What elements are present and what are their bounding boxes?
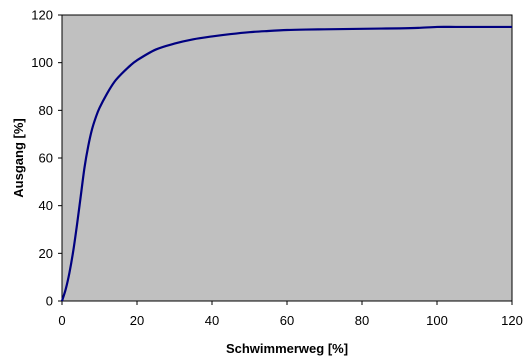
x-tick-label: 60 [280,313,294,328]
y-axis: 0 20 40 60 80 100 120 [31,8,62,309]
y-tick-label: 60 [39,151,53,166]
y-axis-title: Ausgang [%] [11,118,26,197]
y-tick-label: 120 [31,8,53,23]
x-tick-label: 100 [426,313,448,328]
y-tick-label: 80 [39,103,53,118]
series-group [60,25,512,302]
x-tick-label: 80 [355,313,369,328]
x-tick-label: 120 [501,313,523,328]
y-tick-label: 100 [31,55,53,70]
x-axis: 0 20 40 60 80 100 120 [58,301,523,328]
x-tick-label: 0 [58,313,65,328]
x-axis-title: Schwimmerweg [%] [226,341,348,356]
y-tick-label: 20 [39,246,53,261]
x-tick-label: 20 [130,313,144,328]
x-tick-label: 40 [205,313,219,328]
plot-area [61,14,513,302]
y-tick-label: 0 [46,294,53,309]
y-tick-label: 40 [39,198,53,213]
series-line [60,25,512,302]
